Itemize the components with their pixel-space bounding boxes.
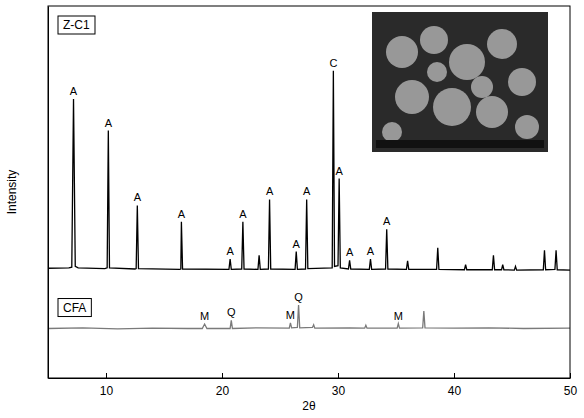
x-tick: 40 bbox=[448, 373, 462, 398]
peak-label: Q bbox=[294, 291, 303, 303]
inset-particle bbox=[433, 88, 471, 126]
inset-particle bbox=[471, 76, 493, 98]
x-tick-label: 30 bbox=[332, 384, 346, 398]
x-tick-mark bbox=[222, 373, 223, 378]
x-tick-mark bbox=[338, 373, 339, 378]
series-name: CFA bbox=[63, 301, 86, 315]
annotations: AAAAAAAAACAAAAMQMQM bbox=[70, 57, 403, 322]
lines bbox=[48, 71, 570, 329]
inset-image bbox=[372, 12, 548, 152]
y-axis-title: Intensity bbox=[5, 170, 19, 215]
series-name-frame bbox=[58, 299, 91, 317]
x-axis: 10 20 30 40 50 bbox=[49, 373, 578, 398]
peak-label: A bbox=[105, 117, 113, 129]
peak-label: A bbox=[346, 246, 354, 258]
peak-label: M bbox=[200, 310, 209, 322]
plot-frame bbox=[48, 6, 570, 378]
series-name-frame bbox=[58, 16, 95, 34]
x-tick: 30 bbox=[332, 373, 346, 398]
y-axis-line bbox=[48, 7, 49, 379]
peak-label: A bbox=[383, 215, 391, 227]
inset-particle bbox=[420, 26, 448, 54]
inset-particle bbox=[386, 36, 418, 68]
series-name-box: CFA bbox=[58, 299, 91, 317]
peak-label: A bbox=[178, 208, 186, 220]
inset-background bbox=[372, 12, 548, 152]
peak-label: A bbox=[367, 245, 375, 257]
x-tick-mark bbox=[570, 373, 571, 378]
peak-label: A bbox=[303, 185, 311, 197]
peak-label: A bbox=[226, 245, 234, 257]
series-names: Z-C1 CFA bbox=[58, 16, 95, 317]
x-tick-mark bbox=[106, 373, 107, 378]
peak-label: A bbox=[266, 185, 274, 197]
inset-particle bbox=[508, 68, 536, 96]
x-tick: 50 bbox=[564, 373, 578, 398]
peak-label: M bbox=[286, 309, 295, 321]
peak-label: A bbox=[134, 191, 142, 203]
series-name: Z-C1 bbox=[63, 18, 90, 32]
peak-label: A bbox=[335, 165, 343, 177]
x-axis-title: 2θ bbox=[302, 399, 316, 413]
peak-label: Q bbox=[227, 306, 236, 318]
inset-particle bbox=[449, 44, 485, 80]
peak-label: C bbox=[329, 57, 337, 69]
x-tick: 10 bbox=[100, 373, 114, 398]
series-line bbox=[48, 305, 570, 329]
peak-label: A bbox=[293, 238, 301, 250]
y-axis bbox=[48, 7, 49, 379]
x-tick-mark bbox=[454, 373, 455, 378]
inset-particle bbox=[382, 122, 402, 142]
plot-area: 1020304050AAAAAAAAACAAAAMQMQMZ-C1CFA bbox=[48, 6, 577, 398]
inset-particle bbox=[515, 115, 539, 139]
inset-particle bbox=[427, 62, 447, 82]
x-tick: 20 bbox=[216, 373, 230, 398]
peak-label: M bbox=[394, 310, 403, 322]
x-tick-label: 40 bbox=[448, 384, 462, 398]
inset-particle bbox=[476, 96, 508, 128]
inset-scale-strip bbox=[376, 140, 544, 148]
x-axis-line bbox=[49, 378, 571, 379]
series-line bbox=[48, 71, 570, 270]
inset-particle bbox=[395, 80, 429, 114]
x-tick-label: 20 bbox=[216, 384, 230, 398]
series-name-box: Z-C1 bbox=[58, 16, 95, 34]
peak-label: A bbox=[70, 85, 78, 97]
peak-label: A bbox=[239, 208, 247, 220]
x-tick-label: 10 bbox=[100, 384, 114, 398]
inset-particle bbox=[487, 29, 517, 59]
x-tick-label: 50 bbox=[564, 384, 578, 398]
chart: 1020304050AAAAAAAAACAAAAMQMQMZ-C1CFA2θIn… bbox=[0, 0, 584, 418]
